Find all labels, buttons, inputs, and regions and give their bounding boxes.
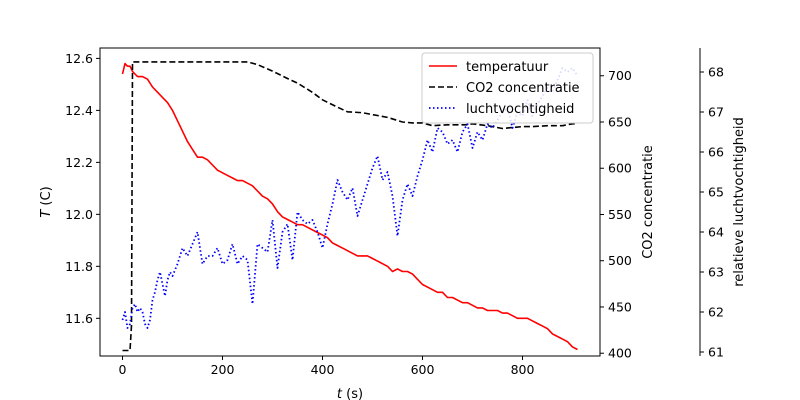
x-axis-unit: (s) <box>346 387 363 400</box>
x-axis-label: t (s) <box>337 387 363 400</box>
co2-axis-label: CO2 concentratie <box>641 145 656 259</box>
x-tick-label: 600 <box>411 362 435 377</box>
left-tick-label: 12.2 <box>65 155 93 170</box>
legend-label-co2: CO2 concentratie <box>466 81 580 96</box>
left-axis-label: T (C) <box>39 186 54 217</box>
series-line-1 <box>122 61 578 352</box>
humidity-tick-label: 67 <box>708 105 724 120</box>
x-tick-label: 200 <box>211 362 235 377</box>
left-tick-label: 11.6 <box>65 311 93 326</box>
x-axis-var: t <box>337 387 343 400</box>
left-tick-label: 12.6 <box>65 51 93 66</box>
humidity-axis-ticks: 61 62 63 64 65 66 67 68 <box>700 65 724 360</box>
series-line-2 <box>121 67 579 329</box>
co2-tick-label: 550 <box>608 207 632 222</box>
legend-label-luchtvochtigheid: luchtvochtigheid <box>466 102 574 117</box>
humidity-tick-label: 63 <box>708 265 724 280</box>
co2-tick-label: 450 <box>608 299 632 314</box>
plot-lines <box>121 61 579 352</box>
humidity-tick-label: 62 <box>708 305 724 320</box>
left-axis-unit: (C) <box>39 186 54 205</box>
co2-tick-label: 700 <box>608 68 632 83</box>
humidity-tick-label: 64 <box>708 225 724 240</box>
humidity-tick-label: 66 <box>708 145 724 160</box>
left-axis-ticks: 11.6 11.8 12.0 12.2 12.4 12.6 <box>65 51 100 326</box>
x-axis-ticks: 0 200 400 600 800 <box>119 356 535 377</box>
left-axis-var: T <box>39 209 54 218</box>
left-tick-label: 12.4 <box>65 103 93 118</box>
co2-tick-label: 500 <box>608 253 632 268</box>
co2-tick-label: 400 <box>608 346 632 361</box>
left-tick-label: 11.8 <box>65 259 93 274</box>
humidity-tick-label: 65 <box>708 185 724 200</box>
plot-frame <box>99 47 601 357</box>
x-tick-label: 0 <box>119 362 127 377</box>
co2-tick-label: 600 <box>608 161 632 176</box>
legend-box <box>421 52 594 124</box>
series-line-0 <box>121 62 578 351</box>
left-tick-label: 12.0 <box>65 207 93 222</box>
x-tick-label: 800 <box>511 362 535 377</box>
co2-tick-label: 650 <box>608 114 632 129</box>
x-tick-label: 400 <box>311 362 335 377</box>
humidity-tick-label: 68 <box>708 65 724 80</box>
humidity-tick-label: 61 <box>708 345 724 360</box>
legend-label-temperatuur: temperatuur <box>466 60 549 75</box>
co2-axis-ticks: 400 450 500 550 600 650 700 <box>600 68 632 361</box>
humidity-axis-label: relatieve luchtvochtigheid <box>732 117 747 287</box>
legend: temperatuur CO2 concentratie luchtvochti… <box>421 52 594 124</box>
